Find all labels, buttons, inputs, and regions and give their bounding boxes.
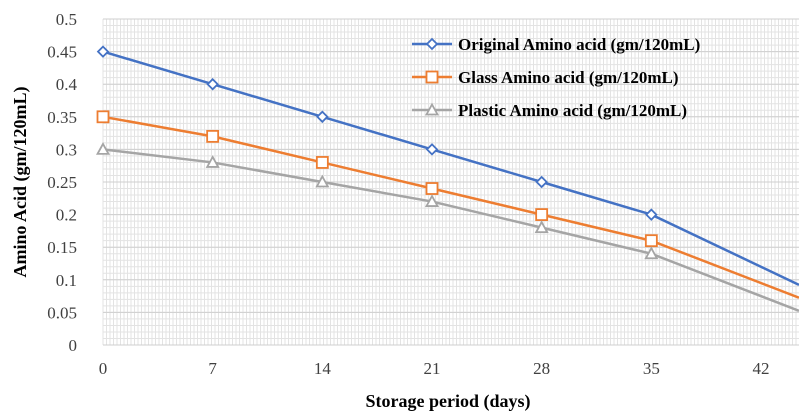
data-point-marker <box>317 112 327 122</box>
x-tick-label: 21 <box>424 359 441 378</box>
legend-label: Glass Amino acid (gm/120mL) <box>458 68 679 87</box>
y-tick-labels: 0 0.05 0.1 0.15 0.2 0.25 0.3 0.35 0.4 0.45 0.5 <box>47 10 77 355</box>
x-axis-title: Storage period (days) <box>366 391 531 412</box>
gridlines <box>103 19 799 345</box>
x-tick-label: 35 <box>643 359 660 378</box>
legend-label: Original Amino acid (gm/120mL) <box>458 35 700 54</box>
x-tick-label: 0 <box>99 359 108 378</box>
data-point-marker <box>427 183 438 194</box>
data-point-marker <box>537 177 547 187</box>
y-axis-title: Amino Acid (gm/120mL) <box>10 86 31 277</box>
data-point-marker <box>207 131 218 142</box>
data-point-marker <box>317 157 328 168</box>
x-tick-label: 14 <box>314 359 332 378</box>
series-diamond <box>98 47 799 285</box>
y-tick-label: 0.35 <box>47 108 77 127</box>
series-lines <box>98 47 799 311</box>
y-tick-label: 0.05 <box>47 303 77 322</box>
y-tick-label: 0 <box>69 336 78 355</box>
y-tick-label: 0.3 <box>56 140 77 159</box>
x-tick-label: 7 <box>208 359 217 378</box>
y-tick-label: 0.25 <box>47 173 77 192</box>
y-tick-label: 0.45 <box>47 43 77 62</box>
legend-marker <box>427 72 438 83</box>
data-point-marker <box>208 79 218 89</box>
x-tick-label: 28 <box>533 359 550 378</box>
y-tick-label: 0.4 <box>56 75 78 94</box>
data-point-marker <box>98 111 109 122</box>
x-tick-label: 42 <box>753 359 770 378</box>
legend-label: Plastic Amino acid (gm/120mL) <box>458 101 687 120</box>
data-point-marker <box>536 209 547 220</box>
y-tick-label: 0.5 <box>56 10 77 29</box>
data-point-marker <box>646 235 657 246</box>
y-tick-label: 0.1 <box>56 271 77 290</box>
y-tick-label: 0.15 <box>47 238 77 257</box>
x-tick-labels: 0 7 14 21 28 35 42 <box>99 359 770 378</box>
y-tick-label: 0.2 <box>56 206 77 225</box>
data-point-marker <box>646 210 656 220</box>
